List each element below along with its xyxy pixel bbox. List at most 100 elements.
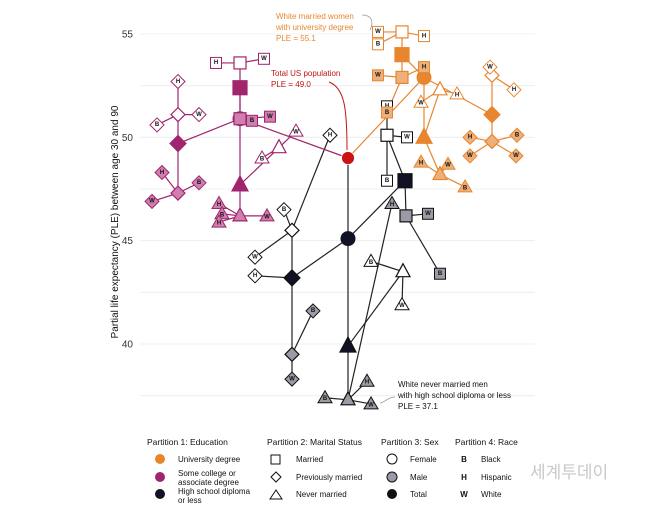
tree-edges bbox=[151, 31, 518, 405]
race-square-marker bbox=[246, 114, 258, 127]
annotation-connector bbox=[328, 81, 348, 151]
annotation-line: Total US population bbox=[271, 69, 340, 78]
race-square-marker bbox=[418, 61, 430, 74]
tree-nodes: BWHBWHBWWBHWHBWHBWHWBWBHBWHWBHHWBWHBWHBH… bbox=[144, 25, 525, 410]
race-triangle-marker bbox=[413, 154, 429, 168]
race-diamond-marker bbox=[247, 249, 263, 265]
race-square-marker bbox=[381, 174, 393, 187]
race-letter-H: H bbox=[468, 135, 472, 141]
legend-label-part: High school diploma bbox=[178, 487, 251, 496]
tree-edge bbox=[347, 180, 406, 240]
race-letter-W: W bbox=[513, 153, 519, 159]
race-diamond-marker bbox=[191, 106, 207, 123]
race-diamond-marker bbox=[247, 268, 263, 284]
race-letter-W: W bbox=[293, 130, 299, 136]
race-letter-W: W bbox=[149, 199, 155, 205]
tree-edge bbox=[405, 215, 441, 275]
race-square-marker bbox=[372, 69, 384, 82]
legend-label: Never married bbox=[296, 490, 347, 499]
race-triangle-marker bbox=[317, 389, 333, 404]
race-letter-W: W bbox=[375, 29, 381, 35]
race-letter-W: W bbox=[252, 255, 258, 261]
race-diamond-marker bbox=[509, 127, 525, 143]
race-letter-B: B bbox=[438, 271, 443, 277]
race-triangle-marker bbox=[384, 195, 400, 209]
race-letter-W: W bbox=[467, 153, 473, 159]
annotation-line: White married women bbox=[276, 12, 354, 21]
y-tick-label: 55 bbox=[122, 30, 134, 41]
y-axis-ticks: 40 45 50 55 bbox=[122, 30, 134, 351]
race-letter-W: W bbox=[418, 101, 424, 107]
race-letter-W: W bbox=[264, 214, 270, 220]
legend-triangle-icon bbox=[269, 489, 283, 500]
race-triangle-marker bbox=[363, 253, 379, 267]
race-square-marker bbox=[372, 38, 384, 51]
male-marker bbox=[431, 165, 449, 181]
marital-marker bbox=[483, 105, 501, 124]
race-letter-B: B bbox=[250, 118, 255, 124]
race-triangle-marker bbox=[413, 94, 429, 108]
race-letter-W: W bbox=[399, 303, 405, 309]
male-marker bbox=[284, 346, 300, 363]
watermark: 세계투데이 bbox=[530, 463, 608, 483]
legend-diamond-icon bbox=[270, 471, 282, 483]
legend-label: University degree bbox=[178, 455, 241, 464]
race-letter-H: H bbox=[176, 79, 180, 85]
race-triangle-marker bbox=[363, 395, 379, 410]
race-letter-B: B bbox=[197, 180, 202, 186]
legend-label: Previously married bbox=[296, 473, 362, 482]
race-triangle-marker bbox=[457, 178, 473, 193]
race-triangle-marker bbox=[440, 156, 456, 170]
male-marker bbox=[231, 206, 249, 222]
legend-race-code: W bbox=[460, 490, 468, 499]
marital-marker bbox=[232, 80, 248, 96]
annotation-white-married-women: White married women with university degr… bbox=[275, 12, 373, 43]
marital-marker bbox=[231, 174, 249, 192]
race-diamond-marker bbox=[462, 129, 478, 146]
legend-label: High school diploma or less bbox=[178, 487, 251, 505]
race-square-marker bbox=[422, 207, 434, 220]
y-axis-label: Partial life expectancy (PLE) between ag… bbox=[110, 105, 121, 338]
legend-square-icon bbox=[270, 454, 281, 465]
race-triangle-marker bbox=[254, 150, 270, 164]
marital-marker bbox=[339, 335, 357, 353]
race-letter-H: H bbox=[217, 202, 221, 208]
legend-title: Partition 3: Sex bbox=[381, 437, 439, 447]
legend-male-icon bbox=[386, 471, 398, 483]
race-letter-B: B bbox=[385, 178, 390, 184]
legend-partition-4: Partition 4: Race B Black H Hispanic W W… bbox=[455, 437, 518, 499]
legend-title: Partition 4: Race bbox=[455, 437, 518, 447]
legend-swatch-some-college bbox=[155, 472, 165, 482]
legend-label-part: or less bbox=[178, 496, 202, 505]
race-diamond-marker bbox=[462, 148, 478, 164]
marital-marker bbox=[169, 134, 187, 153]
race-letter-B: B bbox=[515, 133, 520, 139]
female-marker bbox=[170, 106, 186, 123]
legend-label: Black bbox=[481, 455, 502, 464]
annotation-line: with university degree bbox=[275, 23, 354, 32]
race-diamond-marker bbox=[170, 73, 186, 90]
marital-marker bbox=[397, 173, 413, 189]
race-triangle-marker bbox=[211, 195, 227, 209]
race-square-marker bbox=[210, 56, 222, 69]
annotation-connector bbox=[361, 14, 373, 31]
race-square-marker bbox=[264, 110, 276, 123]
race-letter-H: H bbox=[422, 33, 426, 39]
tree-edge bbox=[254, 229, 293, 258]
legend-title: Partition 2: Marital Status bbox=[267, 437, 362, 447]
race-letter-W: W bbox=[196, 112, 202, 118]
race-diamond-marker bbox=[149, 117, 165, 133]
male-marker bbox=[395, 70, 409, 85]
total-population-marker bbox=[341, 151, 355, 165]
race-letter-H: H bbox=[160, 170, 164, 176]
race-square-marker bbox=[258, 52, 270, 65]
legend-total-icon bbox=[387, 489, 397, 499]
race-letter-H: H bbox=[422, 64, 426, 70]
tree-edge bbox=[177, 118, 241, 145]
education-marker bbox=[416, 69, 432, 85]
annotation-line: PLE = 55.1 bbox=[276, 34, 316, 43]
race-letter-H: H bbox=[328, 133, 332, 139]
female-marker bbox=[233, 56, 247, 70]
tree-edge bbox=[423, 89, 441, 138]
